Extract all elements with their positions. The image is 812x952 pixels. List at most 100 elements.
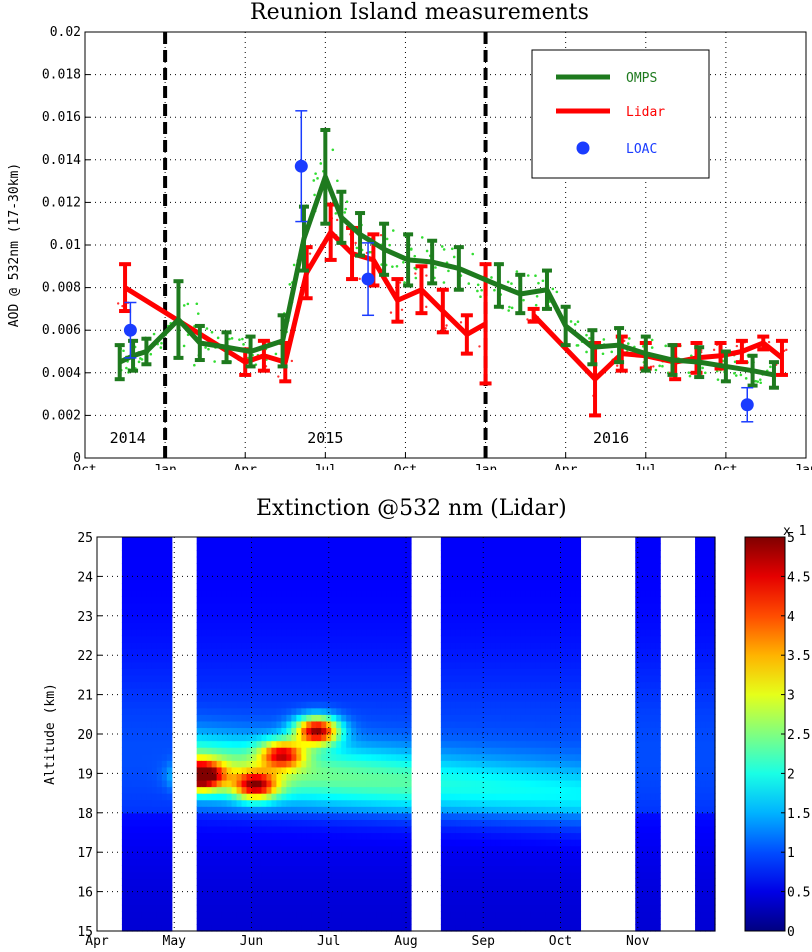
- heatmap-cell: [226, 537, 233, 545]
- heatmap-cell: [261, 917, 268, 926]
- heatmap-cell: [316, 740, 322, 748]
- heatmap-cell: [465, 655, 472, 663]
- heatmap-cell: [505, 891, 512, 899]
- heatmap-cell: [326, 917, 332, 926]
- heatmap-cell: [226, 871, 233, 880]
- heatmap-cell: [121, 648, 128, 656]
- heatmap-cell: [156, 747, 163, 755]
- heatmap-cell: [391, 701, 397, 709]
- heatmap-cell: [321, 635, 327, 643]
- heatmap-cell: [510, 832, 517, 840]
- heatmap-cell: [266, 740, 273, 748]
- heatmap-cell: [470, 694, 477, 702]
- heatmap-cell: [460, 582, 467, 591]
- heatmap-cell: [211, 681, 218, 689]
- heatmap-cell: [356, 576, 362, 584]
- heatmap-cell: [286, 793, 292, 801]
- heatmap-cell: [161, 734, 168, 742]
- heatmap-cell: [371, 911, 377, 919]
- heatmap-cell: [495, 786, 502, 794]
- heatmap-cell: [241, 799, 248, 807]
- heatmap-cell: [326, 655, 332, 663]
- heatmap-cell: [271, 799, 278, 807]
- heatmap-cell: [216, 753, 223, 761]
- heatmap-cell: [510, 819, 517, 827]
- heatmap-cell: [455, 845, 462, 853]
- heatmap-cell: [211, 622, 218, 630]
- heatmap-cell: [371, 727, 377, 735]
- heatmap-cell: [490, 550, 497, 558]
- heatmap-cell: [376, 576, 382, 584]
- heatmap-cell: [401, 793, 407, 801]
- heatmap-cell: [261, 642, 268, 650]
- heatmap-cell: [381, 917, 387, 926]
- heatmap-cell: [161, 839, 168, 847]
- heatmap-cell: [156, 576, 163, 584]
- heatmap-cell: [505, 622, 512, 630]
- heatmap-cell: [141, 681, 148, 689]
- heatmap-cell: [366, 661, 372, 669]
- heatmap-cell: [216, 747, 223, 755]
- heatmap-cell: [475, 635, 482, 643]
- heatmap-cell: [131, 924, 138, 932]
- heatmap-cell: [266, 793, 273, 801]
- heatmap-cell: [455, 582, 462, 591]
- heatmap-cell: [500, 766, 507, 774]
- x-tick-label: Apr: [233, 463, 257, 470]
- heatmap-cell: [266, 615, 273, 623]
- heatmap-cell: [530, 786, 537, 794]
- heatmap-cell: [291, 740, 297, 748]
- heatmap-cell: [236, 720, 243, 729]
- heatmap-cell: [351, 694, 357, 702]
- heatmap-cell: [346, 543, 352, 551]
- heatmap-cell: [540, 917, 547, 926]
- heatmap-cell: [455, 917, 462, 926]
- heatmap-cell: [346, 825, 352, 834]
- heatmap-cell: [126, 924, 133, 932]
- heatmap-cell: [196, 917, 203, 926]
- heatmap-cell: [281, 760, 287, 768]
- heatmap-cell: [440, 911, 447, 919]
- heatmap-cell: [256, 668, 263, 676]
- heatmap-cell: [361, 635, 367, 643]
- heatmap-cell: [276, 734, 283, 742]
- heatmap-cell: [490, 556, 497, 564]
- heatmap-cell: [201, 602, 208, 610]
- heatmap-cell: [196, 832, 203, 840]
- heatmap-cell: [460, 694, 467, 702]
- heatmap-cell: [485, 917, 492, 926]
- heatmap-cell: [221, 582, 228, 591]
- heatmap-cell: [161, 681, 168, 689]
- heatmap-cell: [480, 760, 487, 768]
- heatmap-cell: [530, 819, 537, 827]
- heatmap-cell: [311, 655, 317, 663]
- heatmap-cell: [166, 642, 173, 650]
- heatmap-cell: [236, 602, 243, 610]
- heatmap-cell: [291, 911, 297, 919]
- heatmap-cell: [266, 898, 273, 906]
- heatmap-cell: [126, 898, 133, 906]
- heatmap-cell: [276, 753, 283, 761]
- heatmap-cell: [535, 661, 542, 669]
- heatmap-cell: [495, 602, 502, 610]
- heatmap-cell: [126, 806, 133, 814]
- heatmap-cell: [196, 694, 203, 702]
- heatmap-cell: [535, 891, 542, 899]
- heatmap-cell: [256, 753, 263, 761]
- heatmap-cell: [226, 898, 233, 906]
- heatmap-cell: [221, 832, 228, 840]
- heatmap-cell: [311, 582, 317, 591]
- heatmap-cell: [236, 589, 243, 597]
- heatmap-cell: [331, 812, 337, 820]
- heatmap-cell: [440, 688, 447, 696]
- heatmap-cell: [331, 576, 337, 584]
- heatmap-cell: [490, 569, 497, 577]
- heatmap-cell: [470, 747, 477, 755]
- heatmap-cell: [366, 852, 372, 860]
- heatmap-cell: [455, 661, 462, 669]
- heatmap-cell: [226, 681, 233, 689]
- heatmap-cell: [515, 779, 522, 788]
- heatmap-cell: [231, 622, 238, 630]
- heatmap-cell: [136, 891, 143, 899]
- heatmap-cell: [530, 596, 537, 604]
